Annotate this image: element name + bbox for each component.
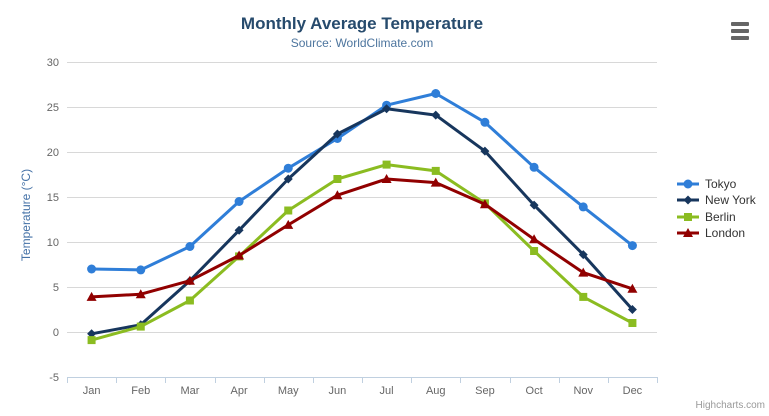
data-point-marker[interactable] — [431, 89, 441, 98]
chart-title: Monthly Average Temperature — [240, 14, 484, 33]
data-point-marker[interactable] — [529, 234, 540, 244]
series-line-berlin — [90, 163, 634, 342]
x-tick-label: Jul — [380, 385, 394, 397]
data-point-marker[interactable] — [628, 319, 637, 327]
hamburger-icon[interactable] — [729, 20, 751, 42]
data-point-marker[interactable] — [579, 292, 588, 301]
data-point-marker[interactable] — [627, 241, 637, 251]
legend-label: London — [705, 226, 746, 241]
data-point-marker[interactable] — [87, 329, 97, 339]
data-point-marker[interactable] — [578, 267, 589, 277]
y-tick-label: 20 — [47, 147, 59, 159]
legend-label: Tokyo — [705, 177, 737, 192]
legend-item-london[interactable]: London — [676, 225, 756, 241]
data-point-marker[interactable] — [529, 162, 539, 172]
data-point-marker[interactable] — [431, 166, 440, 175]
data-point-marker[interactable] — [578, 202, 588, 212]
data-point-marker[interactable] — [135, 289, 146, 299]
x-tick-label: Jan — [83, 385, 101, 397]
legend-item-berlin[interactable]: Berlin — [676, 209, 756, 225]
data-point-marker[interactable] — [185, 242, 195, 251]
data-point-marker[interactable] — [136, 265, 146, 275]
data-point-marker[interactable] — [430, 177, 441, 187]
data-point-marker[interactable] — [382, 160, 391, 169]
x-tick-label: Oct — [526, 385, 543, 397]
legend-item-tokyo[interactable]: Tokyo — [676, 176, 756, 192]
x-tick-label: Feb — [131, 385, 150, 397]
data-point-marker[interactable] — [234, 197, 244, 206]
x-tick-label: Apr — [231, 385, 248, 397]
legend-label: Berlin — [705, 209, 736, 224]
data-point-marker[interactable] — [480, 146, 490, 156]
x-tick-label: Dec — [623, 385, 643, 397]
legend: Tokyo New York Berlin London — [676, 176, 756, 241]
data-point-marker[interactable] — [283, 219, 294, 229]
legend-label: New York — [705, 193, 756, 208]
line-circle-icon — [677, 179, 699, 189]
x-tick-label: Sep — [475, 385, 495, 397]
data-point-marker[interactable] — [578, 250, 588, 260]
line-diamond-icon — [677, 195, 699, 205]
data-point-marker[interactable] — [87, 336, 96, 345]
line-square-icon — [677, 212, 699, 221]
y-tick-label: 5 — [53, 282, 59, 294]
data-point-marker[interactable] — [382, 104, 392, 114]
y-tick-label: -5 — [49, 372, 59, 384]
y-tick-label: 10 — [47, 237, 59, 249]
y-tick-label: 15 — [47, 192, 59, 204]
data-point-marker[interactable] — [185, 296, 194, 305]
legend-marker-symbol — [683, 179, 693, 189]
data-point-marker[interactable] — [529, 200, 539, 210]
y-tick-label: 30 — [47, 57, 59, 69]
data-point-marker[interactable] — [284, 206, 293, 215]
x-tick-label: May — [278, 385, 299, 397]
data-point-marker[interactable] — [332, 129, 342, 139]
x-tick-label: Jun — [329, 385, 347, 397]
data-point-marker[interactable] — [627, 305, 637, 314]
legend-marker-symbol — [683, 195, 693, 205]
data-point-marker[interactable] — [627, 283, 638, 293]
highcharts-credit[interactable]: Highcharts.com — [695, 400, 765, 411]
series-line-new-york — [90, 107, 634, 336]
y-tick-label: 0 — [53, 327, 59, 339]
hamburger-bar — [731, 29, 749, 33]
x-tick-label: Aug — [426, 385, 446, 397]
y-tick-label: 25 — [47, 102, 59, 114]
data-point-marker[interactable] — [234, 250, 245, 260]
x-tick-label: Mar — [180, 385, 199, 397]
chart-subtitle: Source: WorldClimate.com — [290, 36, 434, 50]
data-point-marker[interactable] — [87, 264, 97, 274]
line-triangle-icon — [677, 228, 699, 238]
data-point-marker[interactable] — [136, 322, 145, 331]
legend-marker-symbol — [684, 212, 692, 221]
hamburger-bar — [731, 22, 749, 26]
series-line-london — [90, 177, 634, 299]
legend-marker-symbol — [683, 228, 693, 238]
data-point-marker[interactable] — [479, 199, 490, 209]
data-point-marker[interactable] — [381, 174, 392, 183]
legend-item-new-york[interactable]: New York — [676, 192, 756, 208]
data-point-marker[interactable] — [184, 275, 195, 285]
data-point-marker[interactable] — [86, 291, 97, 301]
data-point-marker[interactable] — [283, 174, 293, 184]
data-point-marker[interactable] — [480, 117, 490, 127]
data-point-marker[interactable] — [333, 175, 342, 183]
y-axis-title: Temperature (°C) — [19, 168, 33, 262]
data-point-marker[interactable] — [431, 110, 441, 120]
data-point-marker[interactable] — [234, 225, 244, 235]
x-tick-label: Nov — [573, 385, 593, 397]
hamburger-bar — [731, 36, 749, 40]
data-point-marker[interactable] — [283, 163, 293, 173]
data-point-marker[interactable] — [530, 247, 539, 255]
data-point-marker[interactable] — [332, 190, 343, 200]
